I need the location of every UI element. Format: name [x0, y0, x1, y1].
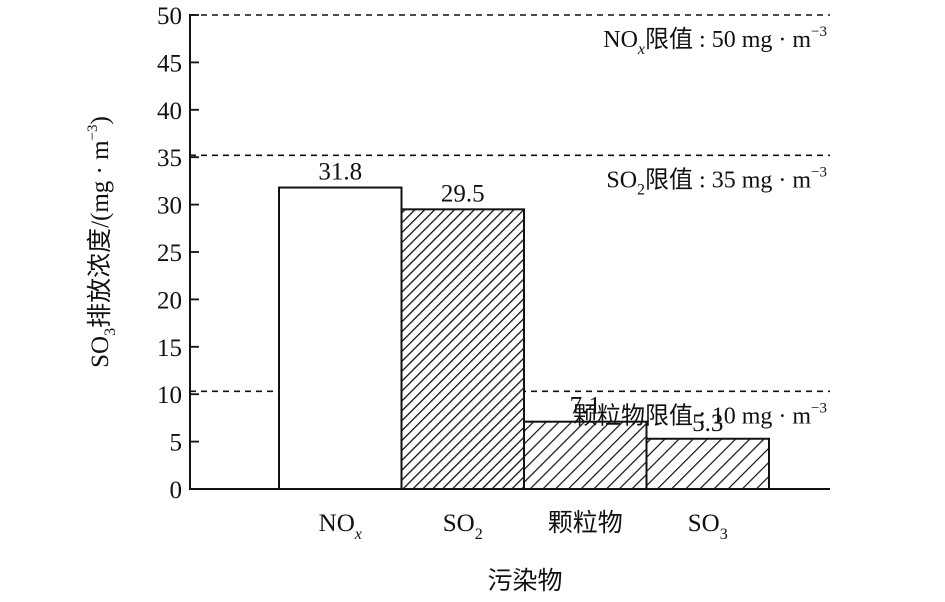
- axes: [189, 14, 830, 490]
- y-tick-label: 25: [157, 240, 182, 267]
- y-tick-label: 45: [157, 50, 182, 77]
- y-tick-label: 20: [157, 287, 182, 314]
- bar: [645, 437, 770, 491]
- y-tick-label: 40: [157, 98, 182, 125]
- y-tick-label: 5: [170, 430, 183, 457]
- y-tick-label: 30: [157, 193, 182, 220]
- category-label: SO2: [443, 510, 483, 543]
- y-tick-label: 15: [157, 335, 182, 362]
- y-tick-label: 35: [157, 145, 182, 172]
- bar: [523, 420, 648, 490]
- data-label: 31.8: [318, 159, 362, 186]
- labels: NOx限值 : 50 mg · m−3 SO2限值 : 35 mg · m−3 颗粒…: [157, 3, 827, 543]
- data-label: 5.3: [692, 410, 723, 437]
- data-label: 7.1: [570, 393, 601, 420]
- y-tick-label: 50: [157, 3, 182, 30]
- limit-label: NOx限值 : 50 mg · m−3: [603, 24, 827, 58]
- limit-label: SO2限值 : 35 mg · m−3: [606, 164, 827, 198]
- limit-label: 颗粒物限值 : 10 mg · m−3: [573, 400, 827, 429]
- bars: [278, 186, 770, 491]
- bar: [400, 208, 525, 490]
- category-label: NOx: [319, 510, 362, 543]
- data-label: 29.5: [441, 180, 485, 207]
- x-axis-title: 污染物: [487, 567, 562, 595]
- bar: [278, 186, 403, 490]
- y-tick-label: 10: [157, 382, 182, 409]
- y-tick-label: 0: [170, 477, 183, 504]
- category-label: SO3: [688, 510, 728, 543]
- category-label: 颗粒物: [548, 509, 623, 537]
- y-axis-title: SO3排放浓度/(mg · m−3): [85, 116, 119, 368]
